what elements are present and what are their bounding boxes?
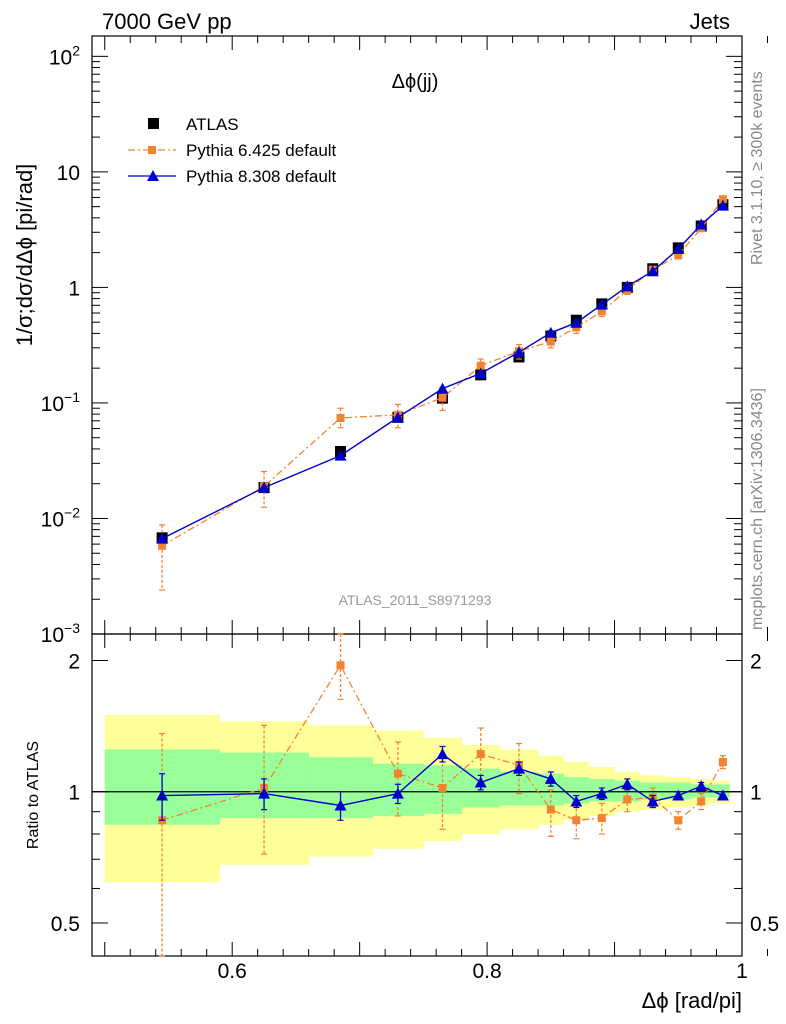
ratio-panel: 0.6 0.8 1 0.5 0.5 1 1 2 2 bbox=[51, 633, 779, 983]
pythia8-point-7 bbox=[544, 326, 557, 338]
pythia8-ratio-point-14 bbox=[716, 789, 729, 801]
pythia6-point-14 bbox=[718, 195, 727, 204]
legend-label-pythia6: Pythia 6.425 default bbox=[186, 141, 337, 160]
pythia6-point-2 bbox=[336, 414, 345, 423]
main-panel: 10−3 10−2 10−1 1 10 102 bbox=[41, 35, 768, 647]
x-tick-label-1: 0.8 bbox=[472, 960, 501, 983]
pythia8-point-2 bbox=[334, 449, 347, 461]
pythia6-ratio-point-5 bbox=[476, 750, 485, 759]
pythia8-ratio-point-3 bbox=[391, 787, 404, 799]
ratio-tick-label-left-0: 0.5 bbox=[51, 913, 80, 936]
pythia8-ratio-point-2 bbox=[334, 799, 347, 811]
y-tick-label-1: 10−2 bbox=[41, 504, 81, 531]
pythia8-point-1 bbox=[258, 481, 271, 493]
pythia8-ratio-point-5 bbox=[474, 776, 487, 788]
pythia8-point-14 bbox=[716, 199, 729, 211]
pythia8-point-6 bbox=[512, 346, 525, 358]
pythia6-point-4 bbox=[438, 393, 447, 402]
pythia6-point-12 bbox=[674, 251, 683, 260]
pythia6-line bbox=[161, 198, 724, 547]
legend-entry-pythia6: Pythia 6.425 default bbox=[128, 141, 337, 160]
pythia6-ratio-point-8 bbox=[572, 816, 581, 825]
x-axis-label: Δϕ [rad/pi] bbox=[642, 988, 742, 1013]
ratio-tick-label-right-1: 1 bbox=[750, 782, 762, 805]
pythia8-ratio-point-7 bbox=[544, 772, 557, 784]
pythia8-ratio-point-6 bbox=[512, 762, 525, 774]
legend-entry-atlas: ATLAS bbox=[148, 115, 239, 134]
pythia6-ratio-point-13 bbox=[697, 797, 706, 806]
pythia8-ratio-point-0 bbox=[156, 789, 169, 801]
ratio-tick-label-right-2: 2 bbox=[750, 650, 762, 673]
pythia6-ratio-point-10 bbox=[623, 795, 632, 804]
pythia8-ratio-point-9 bbox=[595, 787, 608, 799]
header-left: 7000 GeV pp bbox=[102, 9, 232, 34]
pythia8-point-13 bbox=[695, 218, 708, 230]
pythia8-point-4 bbox=[436, 382, 449, 394]
y-tick-label-0: 10−3 bbox=[41, 620, 81, 647]
ratio-frame bbox=[91, 633, 743, 957]
pythia8-ratio-point-8 bbox=[570, 795, 583, 807]
ratio-tick-label-right-0: 0.5 bbox=[750, 913, 779, 936]
pythia8-ratio-point-12 bbox=[672, 789, 685, 801]
pythia6-ratio-point-14 bbox=[718, 757, 727, 766]
pythia8-ratio-point-13 bbox=[695, 780, 708, 792]
pythia8-point-11 bbox=[646, 265, 659, 277]
y-tick-label-4: 10 bbox=[57, 162, 80, 185]
pythia8-point-9 bbox=[595, 298, 608, 310]
y-tick-label-5: 102 bbox=[49, 42, 80, 69]
y-axis-label: 1/σ;dσ/dΔϕ [pi/rad] bbox=[12, 164, 37, 347]
pythia6-ratio-point-12 bbox=[674, 816, 683, 825]
pythia8-line bbox=[161, 205, 724, 540]
ratio-y-axis-label: Ratio to ATLAS bbox=[25, 741, 42, 849]
y-tick-label-3: 1 bbox=[68, 277, 80, 300]
pythia6-point-7 bbox=[546, 337, 555, 346]
y-tick-label-2: 10−1 bbox=[41, 389, 81, 416]
legend-label-atlas: ATLAS bbox=[186, 115, 239, 134]
side-label-bottom: mcplots.cern.ch [arXiv:1306.3436] bbox=[749, 388, 766, 630]
pythia8-ratio-point-11 bbox=[646, 795, 659, 807]
pythia8-point-0 bbox=[156, 532, 169, 544]
ratio-tick-label-left-2: 2 bbox=[68, 650, 80, 673]
watermark: ATLAS_2011_S8971293 bbox=[339, 592, 492, 608]
pythia6-point-5 bbox=[476, 361, 485, 370]
pythia6-ratio-point-2 bbox=[336, 661, 345, 670]
x-tick-label-2: 1 bbox=[736, 960, 748, 983]
pythia8-point-12 bbox=[672, 242, 685, 254]
header-right: Jets bbox=[690, 9, 730, 34]
legend-marker-pythia6 bbox=[148, 146, 156, 154]
pythia8-point-5 bbox=[474, 367, 487, 379]
plot-title: Δϕ(jj) bbox=[392, 71, 439, 93]
legend-label-pythia8: Pythia 8.308 default bbox=[186, 167, 337, 186]
pythia6-point-9 bbox=[597, 307, 606, 316]
ratio-tick-label-left-1: 1 bbox=[68, 782, 80, 805]
pythia6-ratio-point-3 bbox=[393, 769, 402, 778]
x-tick-label-0: 0.6 bbox=[218, 960, 247, 983]
pythia8-ratio-point-1 bbox=[258, 787, 271, 799]
legend-marker-atlas bbox=[148, 118, 159, 129]
pythia6-ratio-point-9 bbox=[597, 814, 606, 823]
legend-entry-pythia8: Pythia 8.308 default bbox=[128, 167, 337, 186]
pythia8-point-10 bbox=[621, 280, 634, 292]
side-label-top: Rivet 3.1.10, ≥ 300k events bbox=[749, 71, 766, 265]
legend-marker-pythia8 bbox=[147, 170, 159, 181]
pythia8-point-8 bbox=[570, 316, 583, 328]
pythia6-ratio-point-4 bbox=[438, 783, 447, 792]
legend: ATLAS Pythia 6.425 default Pythia 8.308 … bbox=[128, 115, 337, 186]
pythia8-ratio-point-4 bbox=[436, 748, 449, 760]
pythia8-point-3 bbox=[391, 411, 404, 423]
pythia6-ratio-point-7 bbox=[546, 805, 555, 814]
pythia8-ratio-point-10 bbox=[621, 778, 634, 790]
pythia6-point-0 bbox=[158, 541, 167, 550]
